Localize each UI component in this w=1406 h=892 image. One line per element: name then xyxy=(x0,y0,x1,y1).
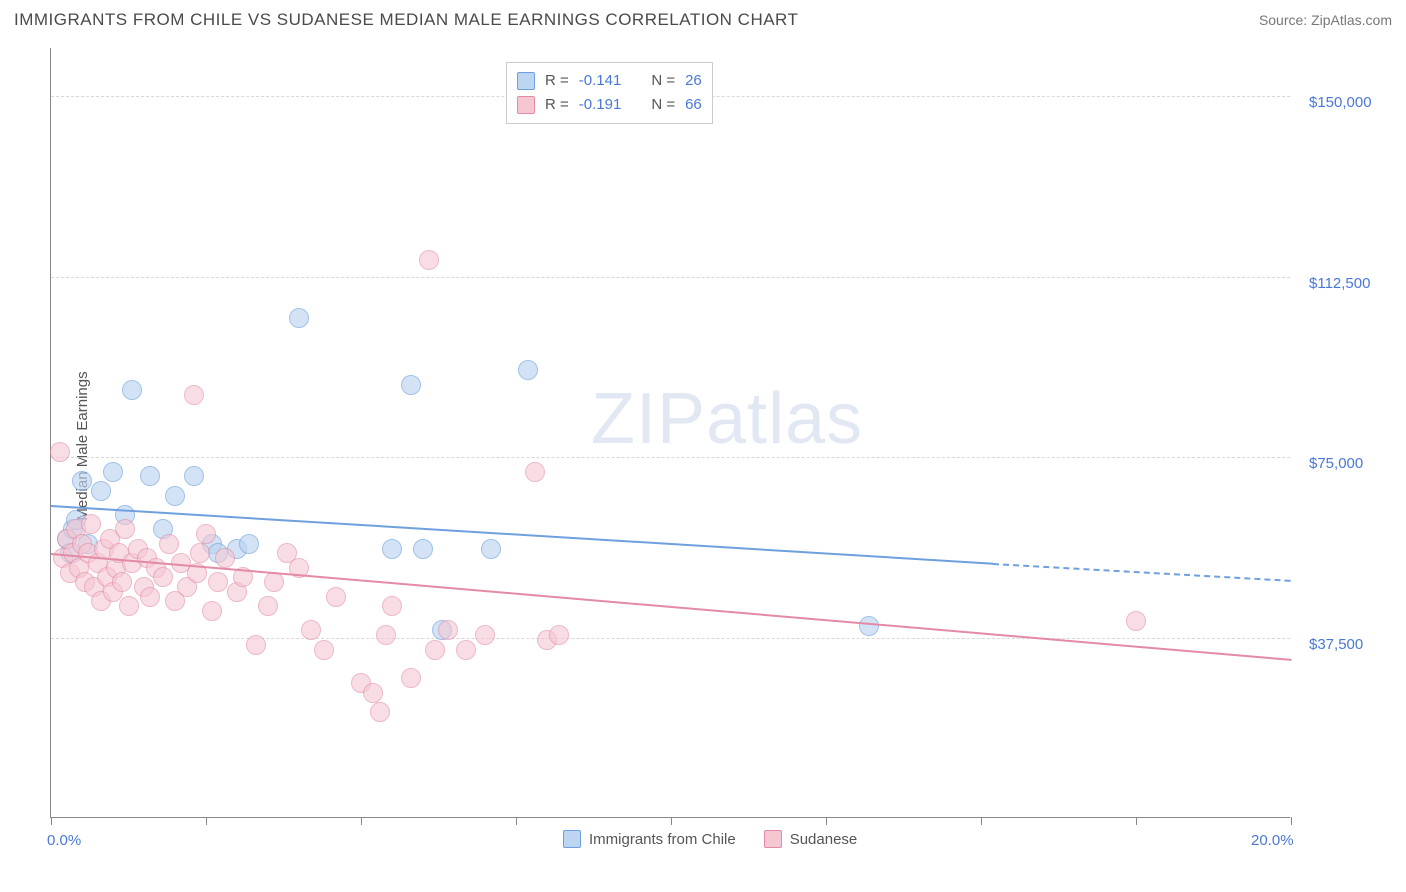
trend-line xyxy=(993,563,1291,582)
data-point xyxy=(481,539,501,559)
y-tick-label: $150,000 xyxy=(1309,94,1372,111)
data-point xyxy=(549,625,569,645)
n-value: 26 xyxy=(685,69,702,93)
watermark: ZIPatlas xyxy=(591,378,863,460)
chart-header: IMMIGRANTS FROM CHILE VS SUDANESE MEDIAN… xyxy=(14,10,1392,30)
chart-title: IMMIGRANTS FROM CHILE VS SUDANESE MEDIAN… xyxy=(14,10,798,30)
data-point xyxy=(370,702,390,722)
data-point xyxy=(401,375,421,395)
data-point xyxy=(81,514,101,534)
data-point xyxy=(190,543,210,563)
x-tick xyxy=(361,817,362,825)
gridline xyxy=(51,457,1290,458)
data-point xyxy=(140,587,160,607)
source-name: ZipAtlas.com xyxy=(1311,12,1392,28)
x-tick xyxy=(671,817,672,825)
x-tick xyxy=(51,817,52,825)
legend-swatch xyxy=(517,72,535,90)
legend-swatch xyxy=(517,96,535,114)
data-point xyxy=(525,462,545,482)
gridline xyxy=(51,277,1290,278)
x-tick-label: 20.0% xyxy=(1251,832,1294,849)
r-label: R = xyxy=(545,69,569,93)
x-tick xyxy=(516,817,517,825)
data-point xyxy=(438,620,458,640)
n-label: N = xyxy=(651,93,675,117)
data-point xyxy=(208,572,228,592)
legend-swatch xyxy=(764,830,782,848)
source-prefix: Source: xyxy=(1259,12,1311,28)
data-point xyxy=(413,539,433,559)
x-tick xyxy=(1291,817,1292,825)
data-point xyxy=(202,601,222,621)
x-tick xyxy=(981,817,982,825)
y-tick-label: $75,000 xyxy=(1309,455,1363,472)
r-value: -0.191 xyxy=(579,93,622,117)
stats-row: R = -0.191 N = 66 xyxy=(517,93,702,117)
data-point xyxy=(140,466,160,486)
r-label: R = xyxy=(545,93,569,117)
data-point xyxy=(258,596,278,616)
data-point xyxy=(196,524,216,544)
data-point xyxy=(401,668,421,688)
data-point xyxy=(103,462,123,482)
legend-label: Sudanese xyxy=(790,831,858,848)
data-point xyxy=(239,534,259,554)
r-value: -0.141 xyxy=(579,69,622,93)
legend-item: Immigrants from Chile xyxy=(563,830,736,848)
data-point xyxy=(518,360,538,380)
y-tick-label: $37,500 xyxy=(1309,636,1363,653)
data-point xyxy=(382,539,402,559)
data-point xyxy=(425,640,445,660)
series-legend: Immigrants from Chile Sudanese xyxy=(563,830,857,848)
data-point xyxy=(376,625,396,645)
data-point xyxy=(246,635,266,655)
data-point xyxy=(289,308,309,328)
data-point xyxy=(112,572,132,592)
plot-area: ZIPatlas $37,500$75,000$112,500$150,0000… xyxy=(50,48,1290,818)
data-point xyxy=(119,596,139,616)
legend-swatch xyxy=(563,830,581,848)
data-point xyxy=(1126,611,1146,631)
data-point xyxy=(91,481,111,501)
data-point xyxy=(363,683,383,703)
data-point xyxy=(382,596,402,616)
x-tick-label: 0.0% xyxy=(47,832,81,849)
stats-legend: R = -0.141 N = 26 R = -0.191 N = 66 xyxy=(506,62,713,124)
data-point xyxy=(153,567,173,587)
data-point xyxy=(264,572,284,592)
legend-item: Sudanese xyxy=(764,830,858,848)
x-tick xyxy=(826,817,827,825)
data-point xyxy=(184,385,204,405)
data-point xyxy=(50,442,70,462)
data-point xyxy=(122,380,142,400)
data-point xyxy=(159,534,179,554)
chart-source: Source: ZipAtlas.com xyxy=(1259,12,1392,28)
data-point xyxy=(301,620,321,640)
data-point xyxy=(215,548,235,568)
data-point xyxy=(419,250,439,270)
watermark-left: ZIP xyxy=(591,379,706,459)
x-tick xyxy=(1136,817,1137,825)
watermark-right: atlas xyxy=(706,379,863,459)
data-point xyxy=(326,587,346,607)
n-label: N = xyxy=(651,69,675,93)
data-point xyxy=(165,486,185,506)
data-point xyxy=(72,471,92,491)
x-tick xyxy=(206,817,207,825)
y-tick-label: $112,500 xyxy=(1309,275,1370,292)
data-point xyxy=(456,640,476,660)
data-point xyxy=(115,519,135,539)
stats-row: R = -0.141 N = 26 xyxy=(517,69,702,93)
legend-label: Immigrants from Chile xyxy=(589,831,736,848)
data-point xyxy=(475,625,495,645)
data-point xyxy=(314,640,334,660)
n-value: 66 xyxy=(685,93,702,117)
gridline xyxy=(51,638,1290,639)
data-point xyxy=(184,466,204,486)
